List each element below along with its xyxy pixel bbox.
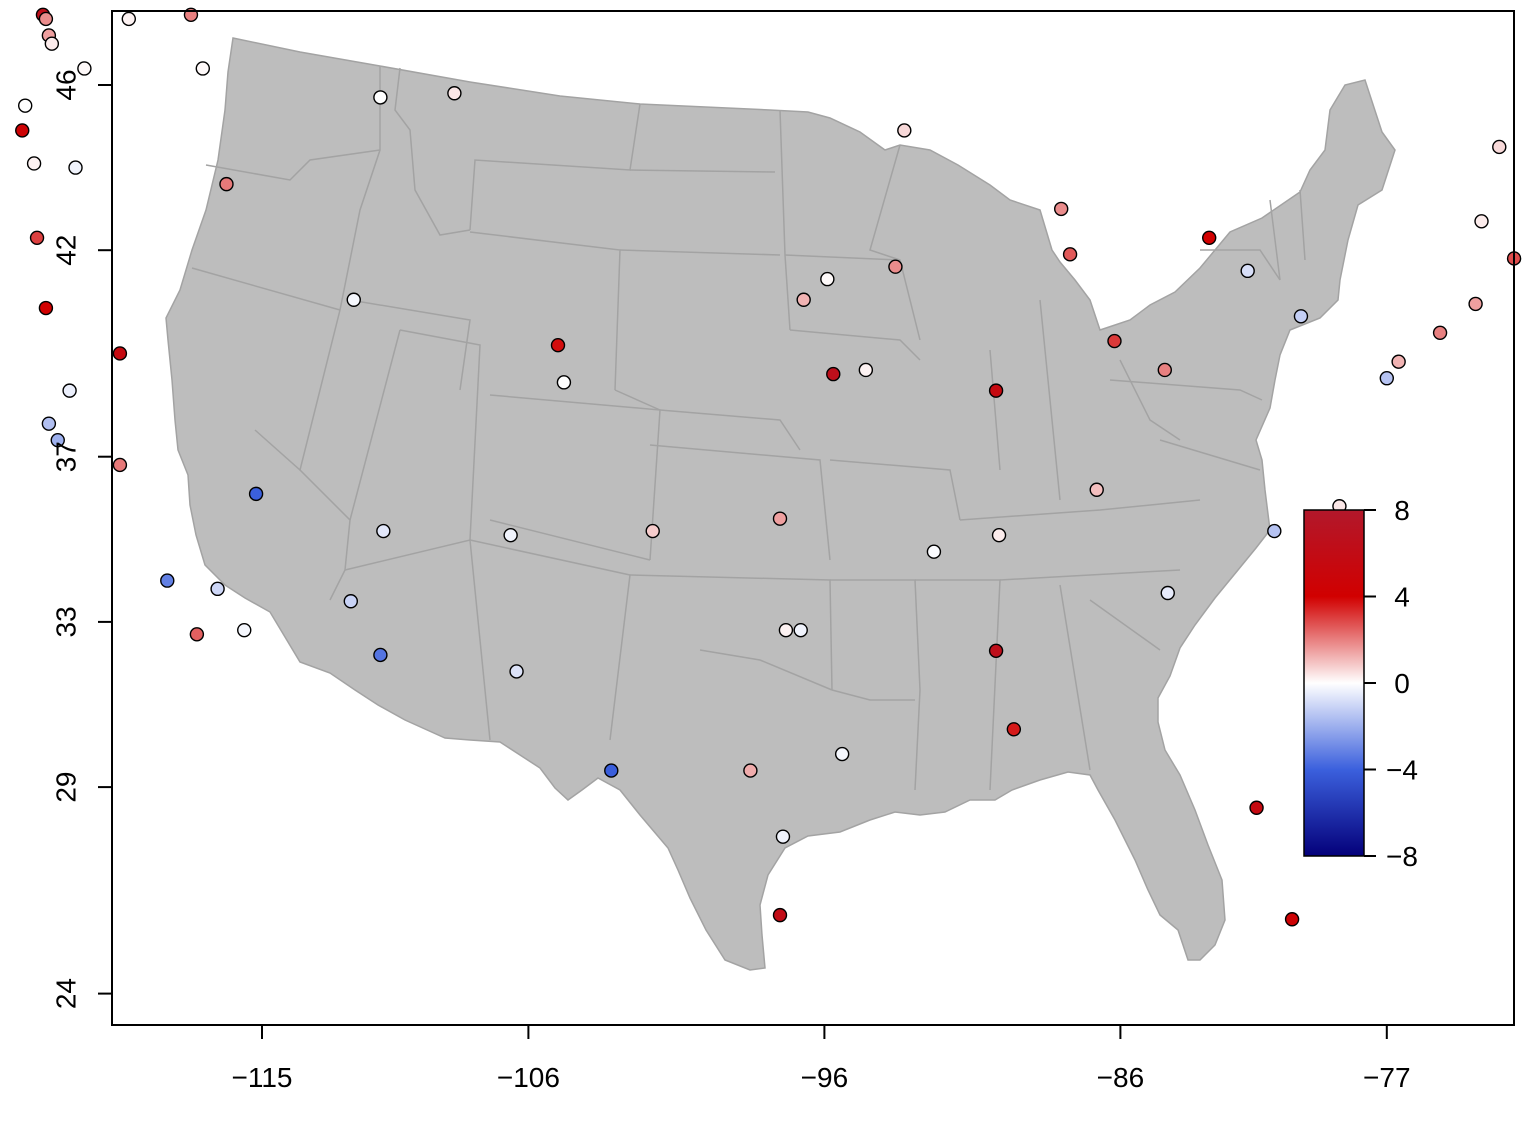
station-point <box>1391 354 1406 369</box>
station-point <box>743 763 758 778</box>
station-point <box>189 627 205 642</box>
station-point <box>62 383 77 398</box>
state-borders <box>191 66 1306 791</box>
station-point <box>41 416 57 431</box>
station-point <box>897 123 912 138</box>
station-point <box>112 346 128 361</box>
station-point <box>834 746 850 762</box>
station-point <box>1267 523 1282 539</box>
station-point <box>210 581 225 597</box>
y-tick-label: 24 <box>51 978 82 1009</box>
station-point <box>77 61 92 76</box>
station-point <box>1249 800 1264 815</box>
station-point <box>1157 362 1173 378</box>
colorbar: 8 4 0 −4 −8 <box>1303 495 1418 872</box>
colorbar-tick-label: −8 <box>1386 841 1418 872</box>
station-point <box>68 160 83 175</box>
station-point <box>820 271 835 287</box>
station-point <box>1492 139 1507 155</box>
colorbar-ticks: 8 4 0 −4 −8 <box>1364 495 1418 872</box>
station-point <box>121 11 137 27</box>
y-tick-label: 46 <box>51 69 82 100</box>
station-point <box>1474 214 1489 229</box>
station-point <box>772 907 788 923</box>
conus-landmass <box>165 37 1396 971</box>
station-point <box>44 36 60 51</box>
station-point <box>1468 296 1483 312</box>
y-axis: 46 42 37 33 29 24 <box>51 69 113 1009</box>
x-tick-label: −77 <box>1363 1062 1411 1093</box>
station-point <box>18 98 33 113</box>
station-point <box>1293 309 1309 324</box>
y-tick-label: 29 <box>51 772 82 803</box>
y-tick-label: 37 <box>51 441 82 472</box>
station-point <box>219 176 234 192</box>
station-point <box>38 300 54 316</box>
station-point <box>195 61 211 76</box>
station-point <box>50 432 65 448</box>
station-point <box>447 86 462 101</box>
colorbar-tick-label: −4 <box>1386 755 1418 786</box>
station-point <box>373 647 388 663</box>
colorbar-tick-label: 4 <box>1394 582 1410 613</box>
station-point <box>15 123 30 138</box>
station-point <box>343 594 358 609</box>
station-point <box>376 523 391 539</box>
station-point <box>38 11 54 27</box>
y-tick-label: 42 <box>51 235 82 266</box>
station-point <box>1379 371 1395 386</box>
station-point <box>1284 912 1300 927</box>
colorbar-gradient <box>1303 509 1365 857</box>
colorbar-tick-label: 0 <box>1394 668 1410 699</box>
station-point <box>772 511 788 526</box>
station-point <box>645 523 660 539</box>
x-tick-label: −115 <box>232 1062 293 1093</box>
station-point <box>796 292 811 307</box>
station-point <box>826 366 841 382</box>
station-point <box>778 622 794 638</box>
station-point <box>112 457 128 473</box>
station-point <box>1160 585 1175 601</box>
station-point <box>858 362 874 378</box>
station-point <box>1006 722 1022 737</box>
station-point <box>556 375 572 390</box>
station-point <box>26 156 42 171</box>
station-point <box>503 527 518 543</box>
station-point <box>793 622 808 638</box>
colorbar-tick-label: 8 <box>1394 495 1410 526</box>
station-point <box>888 259 903 274</box>
station-point <box>1053 201 1069 217</box>
x-tick-label: −96 <box>801 1062 849 1093</box>
station-point <box>988 643 1004 659</box>
station-point <box>775 829 791 844</box>
station-point <box>248 486 264 502</box>
station-point <box>373 90 388 105</box>
station-point <box>1240 263 1255 279</box>
station-point <box>29 230 45 246</box>
y-tick-label: 33 <box>51 606 82 637</box>
station-point <box>346 292 361 307</box>
station-point <box>1201 230 1217 246</box>
station-point <box>1089 482 1104 497</box>
x-tick-label: −86 <box>1097 1062 1145 1093</box>
station-point <box>1062 247 1078 262</box>
station-point <box>991 527 1007 543</box>
station-point <box>988 383 1004 398</box>
station-point <box>1107 333 1122 349</box>
station-point <box>237 622 252 638</box>
x-axis: −115 −106 −96 −86 −77 <box>232 1024 1411 1093</box>
station-point <box>604 763 619 778</box>
station-point <box>160 573 175 588</box>
station-point <box>1432 325 1448 340</box>
station-point <box>509 664 524 679</box>
station-point <box>926 544 942 559</box>
station-point <box>550 337 566 353</box>
x-tick-label: −106 <box>497 1062 560 1093</box>
